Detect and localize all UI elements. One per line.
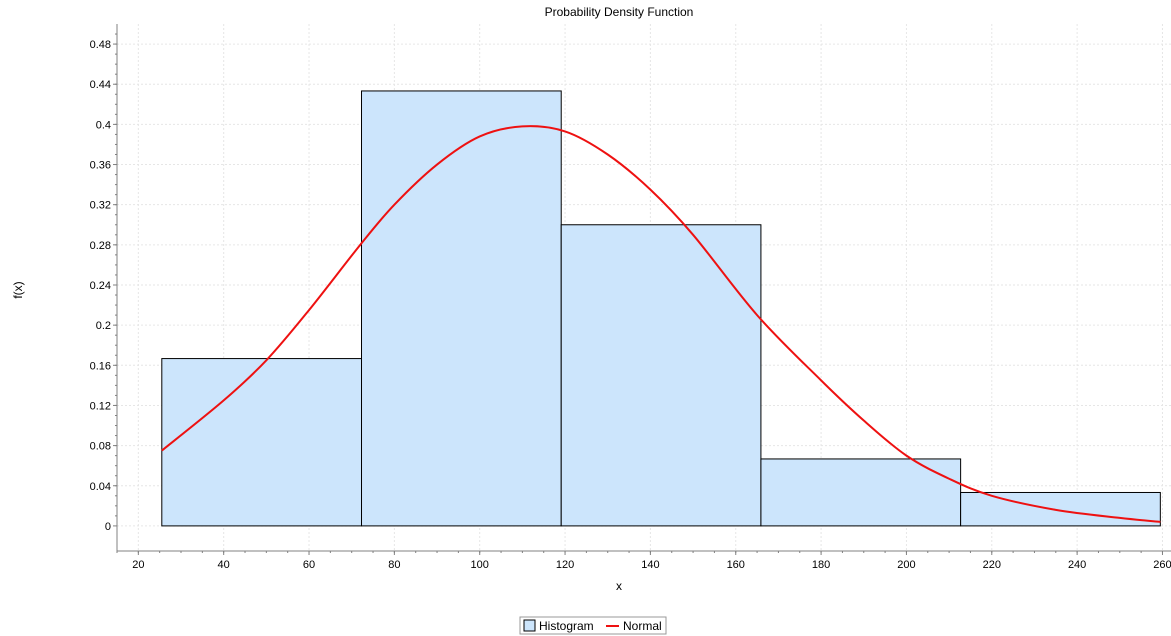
normal-curve xyxy=(161,125,1161,523)
histogram-bar xyxy=(760,458,962,527)
x-tick-label: 260 xyxy=(1153,559,1171,571)
legend-histogram-swatch xyxy=(523,619,536,632)
y-tick-label: 0.4 xyxy=(96,119,111,131)
x-axis-label: x xyxy=(616,579,622,593)
legend-box xyxy=(519,616,667,635)
x-tick-label: 180 xyxy=(812,559,830,571)
y-tick-label: 0.32 xyxy=(90,200,111,212)
x-tick-label: 140 xyxy=(641,559,659,571)
x-tick-label: 80 xyxy=(388,559,400,571)
y-tick-label: 0.24 xyxy=(90,280,111,292)
x-tick-label: 60 xyxy=(303,559,315,571)
y-tick-label: 0.16 xyxy=(90,360,111,372)
x-tick-label: 220 xyxy=(983,559,1001,571)
legend-normal-label: Normal xyxy=(623,619,662,633)
legend-histogram-label: Histogram xyxy=(539,619,594,633)
y-tick-label: 0.28 xyxy=(90,240,111,252)
y-tick-label: 0.44 xyxy=(90,79,111,91)
x-tick-label: 240 xyxy=(1068,559,1086,571)
y-tick-label: 0.36 xyxy=(90,160,111,172)
x-tick-label: 120 xyxy=(556,559,574,571)
x-tick-label: 100 xyxy=(471,559,489,571)
histogram-series xyxy=(161,90,1161,527)
y-tick-label: 0.2 xyxy=(96,320,111,332)
chart-title: Probability Density Function xyxy=(545,5,694,19)
y-tick-label: 0.48 xyxy=(90,39,111,51)
histogram-bar xyxy=(960,491,1161,527)
x-tick-label: 160 xyxy=(727,559,745,571)
x-tick-label: 200 xyxy=(897,559,915,571)
histogram-bar xyxy=(161,358,363,527)
legend: Histogram Normal xyxy=(519,616,667,635)
y-axis-label: f(x) xyxy=(11,281,25,298)
histogram-bar xyxy=(560,224,762,527)
x-tick-label: 40 xyxy=(218,559,230,571)
y-tick-label: 0.04 xyxy=(90,481,111,493)
y-tick-label: 0.12 xyxy=(90,400,111,412)
histogram-bar xyxy=(361,90,562,527)
y-tick-label: 0 xyxy=(105,521,111,533)
y-tick-label: 0.08 xyxy=(90,441,111,453)
x-tick-label: 20 xyxy=(132,559,144,571)
